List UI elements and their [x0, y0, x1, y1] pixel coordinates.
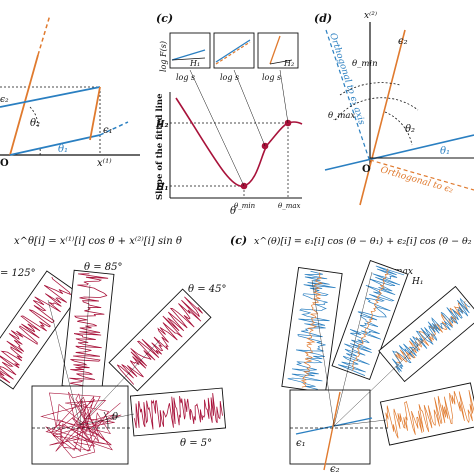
br-box-1: [281, 267, 343, 393]
br-h1: H₁: [411, 277, 423, 287]
theta2-arc-d: [384, 111, 413, 146]
br-eps2-label: ϵ₂: [330, 464, 340, 474]
br-box-4: [379, 382, 474, 446]
theta2-arc: [29, 106, 39, 129]
eps2-dashed: [37, 14, 51, 56]
inset-2-line-orange: [215, 41, 251, 65]
connector-3: [279, 69, 289, 124]
inset-3-line: [269, 35, 281, 65]
d-theta2: θ₂: [405, 124, 415, 135]
panel-tag-c-top: (c): [156, 12, 173, 25]
inset-3-ref: [269, 59, 293, 65]
bl-box-85-signal: [69, 273, 109, 387]
bl-t85: θ = 85°: [84, 262, 122, 273]
d-theta1: θ₁: [440, 146, 450, 157]
parallelogram-top: [0, 86, 101, 108]
tick-h2: H₂: [155, 120, 169, 130]
slope-ylabel: Slope of the fitted line: [155, 93, 165, 200]
bl-box-125: [0, 270, 81, 390]
bl-connector-1: [47, 299, 81, 426]
bl-t45: θ = 45°: [188, 284, 226, 295]
bl-connector-2: [79, 284, 91, 426]
d-theta-min: θ_min: [352, 59, 378, 69]
br-connector-1: [311, 279, 335, 427]
bl-theta-label: θ: [112, 412, 118, 423]
bl-theta-arc: [103, 411, 109, 429]
br-equation: x^(θ)[i] = ϵ₁[i] cos (θ − θ₁) + ϵ₂[i] co…: [254, 236, 472, 247]
br-box-2-orange: [351, 268, 389, 372]
connector-1: [189, 69, 245, 187]
eps2-label: ϵ₂: [398, 36, 408, 47]
bl-t5: θ = 5°: [180, 438, 212, 449]
bl-equation: x^θ[i] = x⁽¹⁾[i] cos θ + x⁽²⁾[i] sin θ: [14, 236, 182, 247]
br-connector-4: [333, 419, 387, 427]
d-origin: O: [362, 164, 371, 175]
br-box-3-orange: [395, 301, 469, 371]
connector-2: [233, 69, 266, 147]
bl-t125: = 125°: [0, 268, 36, 279]
label-eps1: ϵ₁: [103, 125, 113, 136]
inset-1-label: H₁: [189, 59, 200, 68]
bl-connector-3: [79, 339, 161, 426]
br-eps2-axis: [323, 391, 341, 471]
inset-1-line: [171, 49, 206, 61]
eps1-dashed: [99, 121, 129, 136]
inset-1: H₁ log s: [169, 32, 211, 82]
bl-scatter-cloud: [40, 391, 122, 459]
panel-d: (d) x⁽²⁾ Orthogonal to ϵ₁ axis ϵ₂ Orthog…: [314, 10, 474, 206]
bl-box-5-signal: [133, 393, 223, 430]
eps1-line: [9, 134, 101, 156]
inset-2: log s: [213, 32, 255, 82]
inset-3-label: H₂: [283, 59, 294, 68]
br-box-4-orange: [385, 390, 474, 439]
x2-label: x⁽²⁾: [364, 10, 377, 21]
bl-box-5-frame: [129, 387, 227, 437]
panel-c-top: (c) log F(s) H₁ log s log s H₂ log s Slo…: [155, 12, 303, 217]
bl-box-45-signal: [116, 296, 203, 385]
tick-theta-min: θ_min: [234, 202, 256, 210]
panel-tag-d: (d): [314, 12, 332, 25]
eps2-axis: [359, 29, 406, 206]
bl-box-125-signal: [0, 276, 72, 384]
eps2-line: [9, 54, 39, 156]
br-box-1-blue: [287, 270, 336, 390]
inset-1-xlabel: log s: [176, 73, 195, 82]
theta-min-arc: [339, 82, 401, 96]
br-eps1-label: ϵ₁: [296, 438, 306, 449]
tick-theta-max: θ_max: [278, 202, 301, 210]
orth-e1-line: [325, 29, 371, 163]
label-theta1: θ₁: [58, 144, 68, 155]
eps1-axis: [324, 134, 474, 171]
br-tag: (c): [230, 234, 247, 247]
x-label-theta: θ: [230, 206, 236, 217]
br-connector-2: [333, 271, 373, 427]
inset-2-xlabel: log s: [220, 73, 239, 82]
inset-ylabel: log F(s): [159, 41, 168, 72]
br-box-3-blue: [391, 297, 471, 373]
br-box-1-orange: [300, 272, 324, 388]
inset-2-line-blue: [215, 39, 251, 63]
parallelogram-right: [89, 86, 101, 141]
inset-3-xlabel: log s: [262, 73, 281, 82]
label-theta2: θ₂: [30, 118, 40, 129]
panel-bottom-left: x^θ[i] = x⁽¹⁾[i] cos θ + x⁽²⁾[i] sin θ =…: [0, 236, 227, 465]
inset-3: H₂ log s: [257, 32, 299, 82]
orth-e2-label: Orthogonal to ϵ₂: [379, 165, 454, 195]
d-theta-max: θ_max: [328, 111, 355, 121]
tick-h1: H₁: [155, 183, 169, 193]
br-connector-3: [333, 333, 431, 427]
label-origin: O: [0, 158, 9, 169]
panel-bottom-right: (c) x^(θ)[i] = ϵ₁[i] cos (θ − θ₁) + ϵ₂[i…: [230, 234, 474, 474]
theta-max-arc: [334, 97, 419, 121]
bl-box-5: [129, 387, 227, 437]
inset-1-ref: [171, 57, 206, 61]
label-eps2: ϵ₂: [0, 95, 9, 105]
label-x1: x⁽¹⁾: [97, 158, 112, 169]
panel-top-left: θ₂ θ₁ ϵ₁ ϵ₂ O x⁽¹⁾: [0, 14, 140, 169]
slope-curve: [175, 97, 303, 187]
